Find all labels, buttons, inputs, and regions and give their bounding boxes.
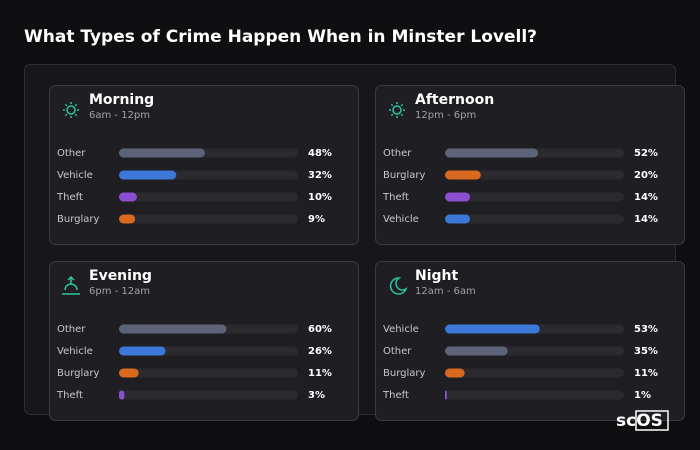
bar [119, 170, 177, 180]
icon [389, 277, 408, 295]
value-label: 53% [634, 324, 658, 335]
bar-track [445, 170, 624, 180]
cards: Morning 6am - 12pm Other 48% Vehicle 32% Theft… [49, 85, 685, 421]
bar-track [119, 192, 298, 202]
bar [445, 148, 539, 158]
bar [445, 170, 481, 180]
bar [445, 390, 447, 400]
card: Afternoon 12pm - 6pm Other 52% Burglary 20% Th… [375, 85, 685, 245]
card-title: Night [415, 268, 459, 284]
value-label: 14% [634, 214, 658, 225]
card-subtitle: 6am - 12pm [89, 110, 150, 121]
card-title: Morning [89, 92, 154, 108]
category-label: Burglary [57, 368, 99, 379]
card: Night 12am - 6am Vehicle 53% Other 35% Burglar… [375, 261, 685, 421]
category-label: Burglary [383, 368, 425, 379]
bar-track [445, 214, 624, 224]
value-label: 20% [634, 170, 658, 181]
logo: scOS [616, 411, 663, 431]
card-title: Evening [89, 268, 152, 284]
card-bg [375, 85, 685, 245]
icon [64, 113, 68, 117]
value-label: 11% [308, 368, 332, 379]
card-bg [49, 85, 359, 245]
bar [445, 192, 471, 202]
logo-box [635, 410, 669, 431]
card-bg [49, 261, 359, 421]
bar [119, 214, 136, 224]
bar [119, 148, 205, 158]
value-label: 32% [308, 170, 332, 181]
value-label: 14% [634, 192, 658, 203]
category-label: Vehicle [57, 346, 93, 357]
value-label: 1% [634, 390, 651, 401]
bar [119, 368, 139, 378]
category-label: Burglary [383, 170, 425, 181]
category-label: Theft [56, 192, 83, 203]
value-label: 11% [634, 368, 658, 379]
value-label: 48% [308, 148, 332, 159]
value-label: 10% [308, 192, 332, 203]
value-label: 52% [634, 148, 658, 159]
card-bg [375, 261, 685, 421]
category-label: Theft [382, 192, 409, 203]
value-label: 9% [308, 214, 325, 225]
icon [390, 103, 394, 107]
category-label: Other [57, 148, 86, 159]
category-label: Burglary [57, 214, 99, 225]
bar [119, 346, 166, 356]
category-label: Other [383, 346, 412, 357]
category-label: Vehicle [383, 214, 419, 225]
card: Evening 6pm - 12am Other 60% Vehicle 26% Burgl… [49, 261, 359, 421]
category-label: Theft [56, 390, 83, 401]
category-label: Vehicle [383, 324, 419, 335]
bar [445, 368, 465, 378]
card-subtitle: 12am - 6am [415, 286, 476, 297]
bar [445, 324, 540, 334]
icon [400, 103, 404, 107]
card-title: Afternoon [415, 92, 494, 108]
bar-track [119, 214, 298, 224]
icon [74, 113, 78, 117]
bar-track [445, 368, 624, 378]
card-subtitle: 12pm - 6pm [415, 110, 476, 121]
value-label: 26% [308, 346, 332, 357]
bar-track [445, 192, 624, 202]
bar [119, 192, 137, 202]
bar-track [445, 390, 624, 400]
bar-track [119, 368, 298, 378]
bar [445, 214, 471, 224]
icon [64, 103, 68, 107]
icon [400, 113, 404, 117]
bar [445, 346, 508, 356]
icon [62, 275, 80, 295]
category-label: Other [57, 324, 86, 335]
card-subtitle: 6pm - 12am [89, 286, 150, 297]
icon [66, 105, 76, 115]
bar [119, 324, 227, 334]
icon [390, 113, 394, 117]
value-label: 35% [634, 346, 658, 357]
category-label: Theft [382, 390, 409, 401]
icon [392, 105, 402, 115]
page-title: What Types of Crime Happen When in Minst… [24, 27, 537, 47]
value-label: 3% [308, 390, 325, 401]
bar [119, 390, 125, 400]
icon [74, 103, 78, 107]
category-label: Other [383, 148, 412, 159]
value-label: 60% [308, 324, 332, 335]
category-label: Vehicle [57, 170, 93, 181]
bar-track [119, 390, 298, 400]
card: Morning 6am - 12pm Other 48% Vehicle 32% Theft… [49, 85, 359, 245]
